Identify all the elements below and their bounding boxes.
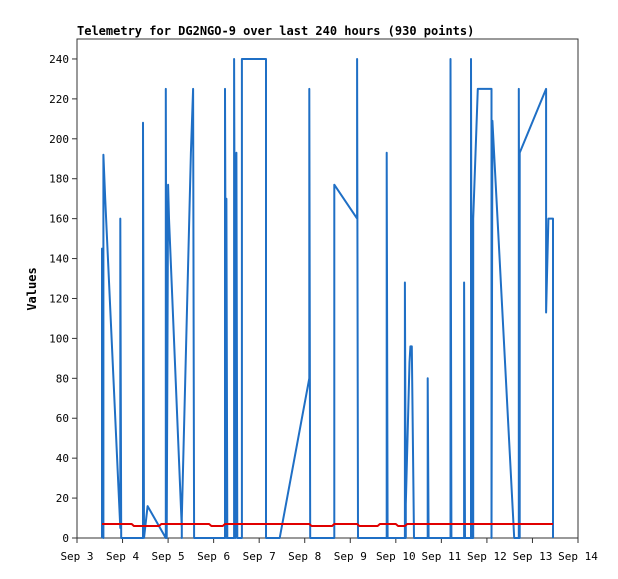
x-tick-label: Sep 13 — [513, 550, 553, 563]
x-tick-label: Sep 11 — [421, 550, 461, 563]
series-line-1 — [101, 58, 554, 539]
y-tick-label: 120 — [49, 292, 69, 305]
x-tick-label: Sep 5 — [152, 550, 185, 563]
y-tick-label: 200 — [49, 133, 69, 146]
y-tick-label: 180 — [49, 173, 69, 186]
y-tick-label: 40 — [56, 452, 69, 465]
y-tick-label: 240 — [49, 53, 69, 66]
x-tick-label: Sep 14 — [558, 550, 598, 563]
plot-area — [76, 38, 579, 539]
y-tick-label: 0 — [62, 532, 69, 545]
y-tick-label: 140 — [49, 253, 69, 266]
x-tick-label: Sep 10 — [376, 550, 416, 563]
series-line-2 — [102, 523, 553, 527]
y-tick-label: 80 — [56, 372, 69, 385]
chart-title: Telemetry for DG2NGO-9 over last 240 hou… — [77, 24, 474, 38]
y-axis-title: Values — [25, 267, 39, 310]
y-tick-label: 100 — [49, 332, 69, 345]
y-tick-label: 160 — [49, 213, 69, 226]
x-tick-label: Sep 7 — [243, 550, 276, 563]
x-tick-label: Sep 9 — [334, 550, 367, 563]
y-axis: 0 20 40 60 80 100 120 140 160 180 200 220 240 — [49, 53, 77, 545]
y-tick-label: 220 — [49, 93, 69, 106]
x-tick-label: Sep 4 — [106, 550, 139, 563]
x-tick-label: Sep 8 — [288, 550, 321, 563]
x-tick-label: Sep 3 — [60, 550, 93, 563]
y-tick-label: 20 — [56, 492, 69, 505]
x-axis: Sep 3 Sep 4 Sep 5 Sep 6 Sep 7 Sep 8 Sep 9 Sep 1… — [60, 538, 598, 563]
series-layer — [101, 58, 554, 539]
x-tick-label: Sep 6 — [197, 550, 230, 563]
y-tick-label: 60 — [56, 412, 69, 425]
x-tick-label: Sep 12 — [467, 550, 507, 563]
